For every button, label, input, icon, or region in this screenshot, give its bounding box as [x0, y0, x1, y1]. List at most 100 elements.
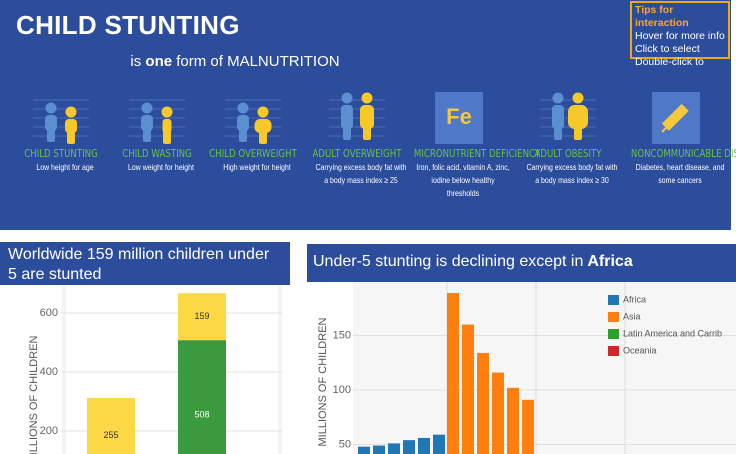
- bar-segment: [178, 293, 226, 341]
- icon-body: [65, 119, 77, 133]
- item-description: Diabetes, heart disease, and some cancer…: [635, 162, 725, 185]
- y-tick-label: 50: [339, 438, 351, 450]
- icon-body: [341, 105, 353, 129]
- bar: [477, 352, 489, 454]
- bar: [507, 387, 519, 454]
- header-title: CHILD STUNTING: [16, 10, 240, 40]
- tips-line: Click to select: [635, 43, 700, 55]
- plot-area: [353, 282, 736, 454]
- item-icon: Fe: [435, 92, 483, 144]
- item-label: CHILD OVERWEIGHT: [209, 148, 297, 160]
- y-axis-label: MILLIONS OF CHILDREN: [317, 317, 329, 446]
- icon-leg: [239, 128, 247, 142]
- tips-box: Tips for interaction Hover for more info…: [630, 1, 730, 68]
- icon-body: [568, 105, 588, 129]
- icon-leg: [67, 130, 75, 144]
- item-icon: [540, 92, 596, 140]
- icon-body: [360, 105, 374, 129]
- bar: [388, 443, 400, 454]
- item-description: Carrying excess body fat with a body mas…: [315, 162, 407, 185]
- legend-swatch: [608, 329, 619, 339]
- icon-leg: [554, 126, 562, 140]
- icon-head: [237, 102, 249, 114]
- panel-title: Under-5 stunting is declining except in A…: [307, 244, 736, 282]
- subtitle-text: form of MALNUTRITION: [176, 53, 340, 70]
- item-description: Iron, folic acid, vitamin A, zinc, iodin…: [416, 162, 510, 198]
- icon-text: Fe: [446, 104, 472, 129]
- icon-leg: [259, 130, 267, 144]
- icon-body: [162, 119, 172, 133]
- item-label: MICRONUTRIENT DEFICIENCY: [413, 148, 541, 160]
- item: ADULT OBESITY Carrying excess body fat wi…: [513, 92, 623, 187]
- bar: [403, 440, 415, 454]
- item: Fe MICRONUTRIENT DEFICIENCY Iron, folic ac…: [404, 92, 541, 200]
- tips-line: Double-click to: [635, 56, 704, 68]
- icon-body: [254, 119, 272, 133]
- tips-line: Hover for more info: [635, 30, 725, 42]
- icon-leg: [47, 128, 55, 142]
- y-tick-label: 400: [40, 366, 58, 378]
- value-label: 159: [194, 311, 209, 321]
- bar: [358, 446, 370, 454]
- header: CHILD STUNTING is one form of MALNUTRITI…: [0, 0, 736, 230]
- icon-head: [65, 106, 77, 118]
- subtitle-emphasis: one: [145, 53, 173, 70]
- item-icon: [129, 99, 185, 144]
- bar: [433, 434, 445, 454]
- bar: [492, 372, 504, 454]
- item-description: Low weight for height: [128, 162, 194, 172]
- icon-leg: [143, 128, 151, 142]
- icon-head: [141, 102, 153, 114]
- item-label: ADULT OVERWEIGHT: [312, 148, 402, 160]
- legend-swatch: [608, 312, 619, 322]
- bar: [418, 437, 430, 454]
- icon-head: [361, 92, 373, 104]
- bar: [522, 399, 534, 454]
- y-tick-label: 600: [40, 307, 58, 319]
- icon-head: [257, 106, 269, 118]
- panel-title: Worldwide 159 million children under 5 a…: [0, 242, 290, 285]
- item-icon: [329, 92, 385, 140]
- icon-head: [45, 102, 57, 114]
- icon-tile: [435, 92, 483, 144]
- icon-body: [45, 115, 57, 131]
- item: NONCOMMUNICABLE DISEASES Diabetes, heart …: [621, 92, 736, 187]
- bar-segment: [178, 340, 226, 454]
- icon-body: [237, 115, 249, 131]
- item-label: ADULT OBESITY: [534, 148, 602, 160]
- legend-label: Latin America and Carrib: [623, 328, 722, 338]
- icon-leg: [363, 126, 371, 140]
- bar: [373, 445, 385, 454]
- bar: [447, 292, 459, 454]
- icon-head: [161, 106, 173, 118]
- item-icon: [652, 92, 700, 144]
- item-description: High weight for height: [223, 162, 291, 172]
- subtitle-text: is: [130, 53, 142, 70]
- item-label: CHILD STUNTING: [24, 148, 98, 160]
- header-subtitle: is one form of MALNUTRITION: [0, 53, 470, 70]
- icon-head: [572, 92, 584, 104]
- y-axis-label: MILLIONS OF CHILDREN: [28, 335, 40, 454]
- item-icon: [225, 99, 281, 144]
- legend-label: Africa: [623, 294, 646, 304]
- item-description: Carrying excess body fat with a body mas…: [526, 162, 618, 185]
- item-label: NONCOMMUNICABLE DISEASES: [630, 148, 736, 160]
- icon-body: [141, 115, 153, 131]
- value-label: 255: [103, 430, 118, 440]
- y-tick-label: 150: [333, 329, 351, 341]
- legend-label: Oceania: [623, 345, 657, 355]
- y-tick-label: 100: [333, 384, 351, 396]
- syringe-needle: [661, 123, 671, 133]
- title-emphasis: Africa: [587, 253, 633, 270]
- bar-segment: [87, 397, 135, 454]
- title-text: Under-5 stunting is declining except in: [313, 253, 584, 270]
- item-label: CHILD WASTING: [122, 148, 192, 160]
- tips-title: Tips for interaction: [635, 4, 689, 29]
- y-tick-label: 200: [40, 425, 58, 437]
- icon-leg: [343, 126, 351, 140]
- item: ADULT OVERWEIGHT Carrying excess body fat…: [302, 92, 412, 187]
- item: CHILD WASTING Low weight for height: [102, 92, 212, 174]
- icon-body: [552, 105, 564, 129]
